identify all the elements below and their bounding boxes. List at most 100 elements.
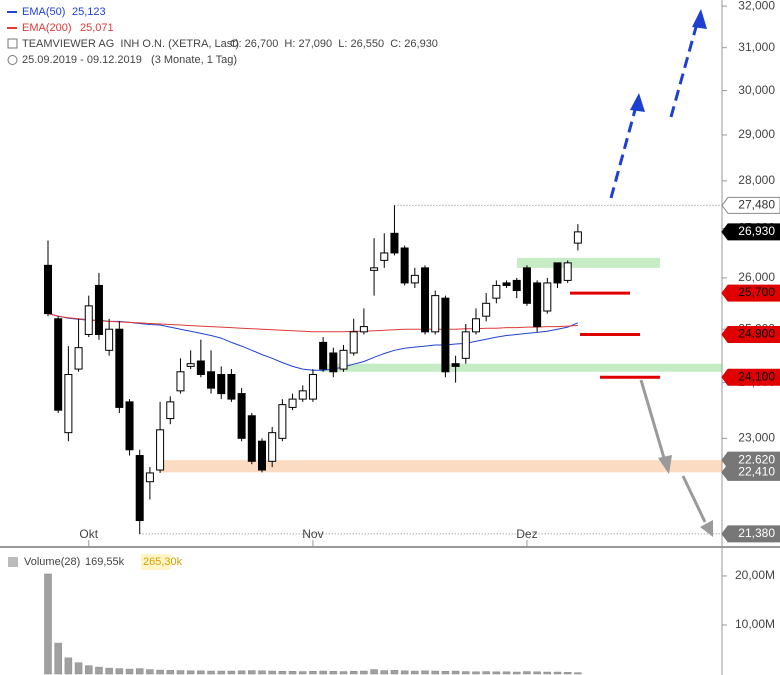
candle-body xyxy=(105,328,114,351)
volume-bar xyxy=(431,670,439,675)
volume-bar xyxy=(227,670,236,675)
y-tick-label: 30,000 xyxy=(738,83,775,97)
x-tick-label: Okt xyxy=(79,527,98,541)
candle-body xyxy=(288,398,297,408)
arrow-head xyxy=(700,520,713,537)
candle-body xyxy=(94,284,103,335)
volume-icon xyxy=(8,557,18,567)
candle-body xyxy=(502,282,511,286)
candle-body xyxy=(196,360,205,375)
volume-bar xyxy=(44,573,52,675)
volume-bar xyxy=(349,671,358,675)
volume-last: 265,30k xyxy=(143,556,183,568)
volume-bar xyxy=(472,671,480,675)
candle-body xyxy=(207,371,216,389)
candle-body xyxy=(543,282,552,312)
candle-body xyxy=(482,302,491,317)
level-box xyxy=(721,368,780,386)
y-tick-label: 28,000 xyxy=(738,173,775,187)
legend-value: 25,071 xyxy=(80,22,114,34)
legend-label: EMA(200) xyxy=(22,22,72,34)
y-tick-label: 26,000 xyxy=(738,270,775,284)
volume-average: 169,55k xyxy=(85,556,125,568)
candle-body xyxy=(329,352,338,373)
volume-bar xyxy=(197,670,205,675)
volume-bar xyxy=(400,670,409,675)
volume-bar xyxy=(95,666,103,675)
candle-body xyxy=(268,432,277,462)
volume-bar xyxy=(574,672,582,675)
volume-bar xyxy=(217,670,225,675)
blue-arrow xyxy=(609,109,637,199)
level-label: 27,480 xyxy=(738,198,775,212)
candle-body xyxy=(563,262,572,281)
level-label: 24,900 xyxy=(738,327,775,341)
level-box xyxy=(721,463,780,481)
zone xyxy=(160,460,722,473)
y-tick-label: 31,000 xyxy=(738,40,775,54)
legend-label: EMA(50) xyxy=(22,6,65,18)
y-tick-label: 20,00M xyxy=(735,568,775,582)
volume-bar xyxy=(288,671,297,675)
candle-body xyxy=(237,393,246,439)
candle-body xyxy=(64,373,73,434)
volume-bar xyxy=(512,671,521,675)
candle-body xyxy=(431,295,440,333)
candle-body xyxy=(227,373,236,400)
volume-bar xyxy=(543,671,552,675)
y-tick-label: 10,00M xyxy=(735,617,775,631)
candle-body xyxy=(74,347,83,370)
y-tick-label: 32,000 xyxy=(738,0,775,12)
candle-body xyxy=(461,331,470,359)
candle-body xyxy=(380,252,389,261)
gray-arrow xyxy=(681,475,707,523)
instrument-icon xyxy=(7,38,18,49)
volume-bar xyxy=(563,672,572,675)
arrow-head xyxy=(630,93,645,112)
instrument-name: TEAMVIEWER AG INH O.N. (XETRA, Last) xyxy=(22,38,239,50)
candle-body xyxy=(349,331,358,354)
level-label: 26,930 xyxy=(738,224,775,238)
volume-bar xyxy=(370,669,378,675)
level-label: 25,700 xyxy=(738,285,775,299)
y-tick-label: 23,000 xyxy=(738,431,775,445)
candle-body xyxy=(390,232,399,254)
volume-bar xyxy=(339,671,348,675)
candle-body xyxy=(115,328,124,408)
x-tick-label: Dez xyxy=(516,527,537,541)
candle-body xyxy=(308,373,317,400)
legend: EMA(50) 25,123 EMA(200) 25,071 TEAMVIEWE… xyxy=(7,6,438,570)
x-tick-label: Nov xyxy=(302,527,323,541)
legend-value: 25,123 xyxy=(72,6,106,18)
candle-body xyxy=(492,284,501,299)
period: 25.09.2019 - 09.12.2019 (3 Monate, 1 Tag… xyxy=(22,54,237,66)
volume-bar xyxy=(523,671,531,675)
candle-body xyxy=(247,415,256,462)
candle-body xyxy=(339,349,348,370)
ema-line xyxy=(47,313,578,333)
volume-bar xyxy=(502,671,511,675)
level-label: 21,380 xyxy=(738,526,775,540)
candle-body xyxy=(400,247,409,284)
arrow-head xyxy=(658,455,672,474)
volume-bar xyxy=(115,668,124,675)
candle-body xyxy=(44,264,52,315)
volume-bar xyxy=(421,670,429,675)
volume-bar xyxy=(125,668,134,675)
candle-body xyxy=(319,341,328,370)
candle-body xyxy=(573,231,582,244)
level-box xyxy=(721,284,780,302)
volume-bar xyxy=(105,667,113,675)
level-label: 22,410 xyxy=(738,465,775,479)
clock-icon xyxy=(7,55,18,65)
y-tick-label: 29,000 xyxy=(738,127,775,141)
volume-bar xyxy=(186,670,195,675)
candle-body xyxy=(451,363,460,367)
level-box xyxy=(721,196,780,214)
candle-body xyxy=(84,305,93,335)
volume-bar xyxy=(492,671,501,675)
volume-bar xyxy=(156,669,164,675)
volume-last-bg xyxy=(141,554,171,570)
